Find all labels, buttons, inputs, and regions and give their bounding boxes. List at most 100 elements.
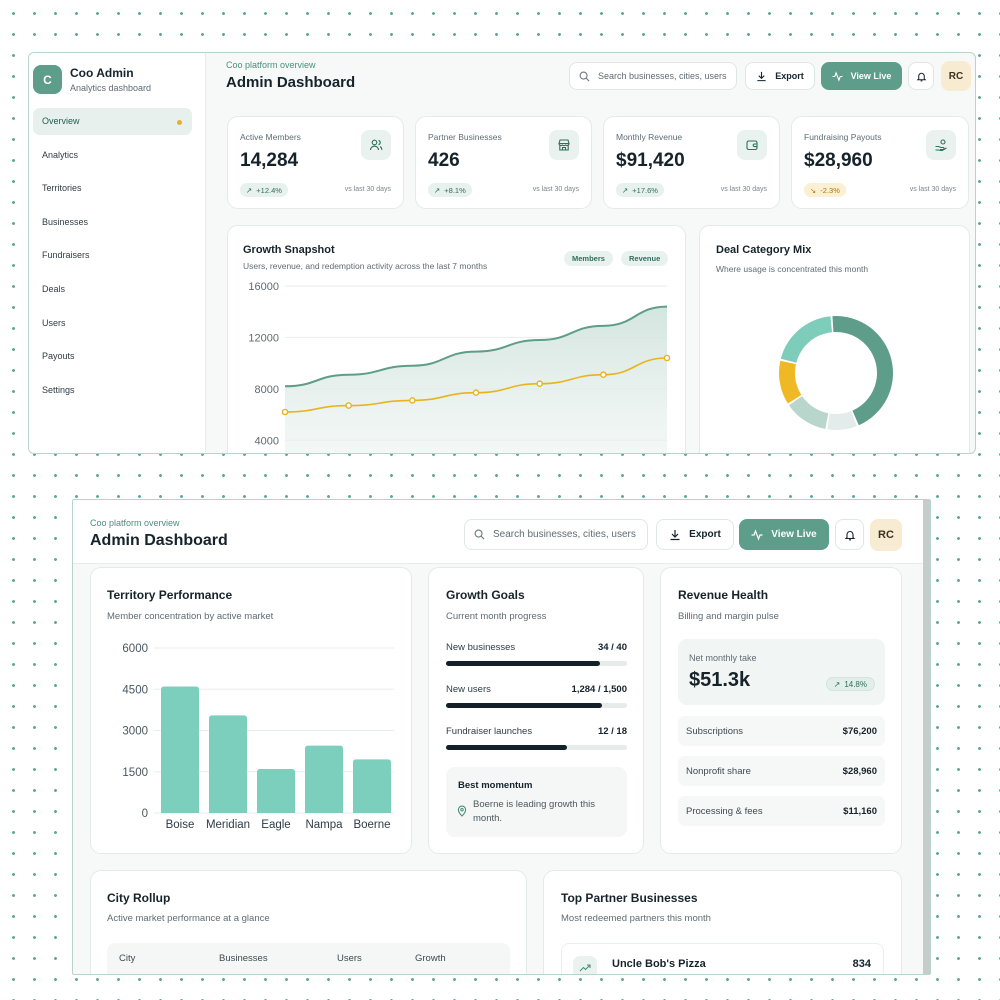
sidebar-item-territories[interactable]: Territories bbox=[33, 175, 192, 202]
view-live-button[interactable]: View Live bbox=[821, 62, 902, 90]
goal-label: New businesses bbox=[446, 642, 516, 653]
sidebar-item-businesses[interactable]: Businesses bbox=[33, 209, 192, 236]
arrow-up-right-icon: ↗ bbox=[246, 185, 253, 195]
kpi-value: $91,420 bbox=[616, 150, 685, 171]
kpi-delta-badge: ↗ +8.1% bbox=[428, 183, 472, 197]
kpi-delta-badge: ↘ -2.3% bbox=[804, 183, 846, 197]
revenue-row-subscriptions: Subscriptions $76,200 bbox=[678, 716, 885, 746]
goal-label: New users bbox=[446, 684, 491, 695]
goal-progress-fill bbox=[446, 703, 602, 708]
revenue-row-value: $11,160 bbox=[843, 805, 877, 817]
sidebar-item-label: Settings bbox=[42, 384, 75, 395]
goal-fundraiser-launches: Fundraiser launches 12 / 18 bbox=[446, 726, 627, 750]
notifications-button[interactable] bbox=[835, 519, 864, 550]
y-tick-label: 4000 bbox=[255, 435, 279, 447]
revenue-point bbox=[472, 389, 480, 397]
partner-row[interactable]: Uncle Bob's Pizza 834 bbox=[561, 943, 884, 974]
net-delta-badge: ↗ 14.8% bbox=[825, 677, 875, 691]
kpi-value: 14,284 bbox=[240, 150, 299, 171]
page-title: Admin Dashboard bbox=[90, 532, 228, 549]
sidebar-item-settings[interactable]: Settings bbox=[33, 377, 192, 404]
wallet-icon bbox=[737, 130, 767, 160]
revenue-row-value: $28,960 bbox=[842, 765, 877, 777]
bell-icon bbox=[916, 72, 926, 81]
avatar[interactable]: RC bbox=[941, 61, 971, 91]
sidebar-item-analytics[interactable]: Analytics bbox=[33, 142, 192, 169]
members-line bbox=[284, 305, 668, 388]
sidebar-item-overview[interactable]: Overview bbox=[33, 108, 192, 135]
sidebar-item-label: Fundraisers bbox=[42, 250, 90, 261]
sidebar-item-label: Deals bbox=[42, 283, 66, 294]
column-header-users[interactable]: Users bbox=[337, 953, 362, 964]
sidebar-item-fundraisers[interactable]: Fundraisers bbox=[33, 242, 192, 269]
x-tick-label: Meridian bbox=[206, 819, 250, 831]
y-tick-label: 16000 bbox=[248, 281, 279, 293]
search-icon bbox=[474, 529, 485, 540]
brand: C Coo Admin Analytics dashboard bbox=[29, 53, 205, 101]
activity-icon bbox=[751, 528, 763, 541]
export-button[interactable]: Export bbox=[745, 62, 815, 90]
partner-name: Uncle Bob's Pizza bbox=[612, 958, 706, 970]
sidebar-item-users[interactable]: Users bbox=[33, 310, 192, 337]
bell-icon bbox=[844, 530, 855, 540]
y-tick-label: 1500 bbox=[122, 767, 148, 779]
sidebar-item-label: Users bbox=[42, 317, 66, 328]
donut-slice bbox=[827, 411, 857, 430]
revenue-row-label: Nonprofit share bbox=[686, 765, 751, 777]
page-kicker: Coo platform overview bbox=[90, 518, 180, 528]
card-title: City Rollup bbox=[107, 891, 171, 905]
x-tick-label: Nampa bbox=[305, 819, 343, 831]
goal-progress-bar bbox=[446, 661, 627, 666]
kpi-label: Monthly Revenue bbox=[616, 132, 683, 142]
revenue-point bbox=[281, 408, 289, 416]
bar bbox=[209, 715, 247, 813]
goal-progress-fill bbox=[446, 745, 568, 750]
column-header-city[interactable]: City bbox=[119, 953, 136, 964]
y-tick-label: 0 bbox=[142, 808, 148, 820]
download-icon bbox=[670, 529, 680, 540]
kpi-label: Fundraising Payouts bbox=[804, 132, 882, 142]
users-icon bbox=[361, 130, 391, 160]
sidebar-item-label: Payouts bbox=[42, 351, 75, 362]
deal-category-mix-card: Deal Category Mix Where usage is concent… bbox=[699, 225, 970, 453]
column-header-businesses[interactable]: Businesses bbox=[219, 953, 268, 964]
kpi-delta-badge: ↗ +17.6% bbox=[616, 183, 664, 197]
view-live-button[interactable]: View Live bbox=[739, 519, 829, 550]
legend-chip-members[interactable]: Members bbox=[564, 251, 613, 266]
card-title: Top Partner Businesses bbox=[561, 891, 698, 905]
store-icon bbox=[549, 130, 579, 160]
kpi-delta: -2.3% bbox=[820, 185, 840, 195]
avatar[interactable]: RC bbox=[870, 519, 902, 551]
goal-progress-bar bbox=[446, 745, 627, 750]
legend-chip-revenue[interactable]: Revenue bbox=[621, 251, 669, 266]
card-title: Territory Performance bbox=[107, 588, 233, 602]
export-button[interactable]: Export bbox=[656, 519, 734, 550]
card-subtitle: Active market performance at a glance bbox=[107, 913, 270, 924]
search-input[interactable]: Search businesses, cities, users bbox=[569, 62, 737, 90]
city-table-header: City Businesses Users Growth bbox=[107, 943, 510, 974]
kpi-label: Active Members bbox=[240, 132, 301, 142]
notifications-button[interactable] bbox=[908, 62, 934, 90]
sidebar-item-payouts[interactable]: Payouts bbox=[33, 343, 192, 370]
revenue-point bbox=[409, 397, 416, 404]
donut-slice bbox=[788, 396, 829, 429]
kpi-card-fundraising-payouts: Fundraising Payouts $28,960 ↘ -2.3% vs la… bbox=[791, 116, 969, 209]
sidebar-item-label: Territories bbox=[42, 183, 82, 194]
y-tick-label: 12000 bbox=[248, 332, 279, 344]
sidebar-item-label: Analytics bbox=[42, 149, 79, 160]
card-title: Growth Snapshot bbox=[243, 244, 335, 256]
kpi-delta: +8.1% bbox=[444, 185, 466, 195]
card-subtitle: Most redeemed partners this month bbox=[561, 913, 711, 924]
export-label: Export bbox=[689, 529, 721, 540]
sidebar-item-deals[interactable]: Deals bbox=[33, 276, 192, 303]
x-tick-label: Boerne bbox=[353, 819, 390, 831]
kpi-delta-badge: ↗ +12.4% bbox=[240, 183, 288, 197]
donut-slice bbox=[779, 360, 802, 404]
top-partner-businesses-card: Top Partner Businesses Most redeemed par… bbox=[543, 870, 902, 974]
search-input[interactable]: Search businesses, cities, users bbox=[464, 519, 648, 550]
kpi-delta: +17.6% bbox=[632, 185, 658, 195]
search-placeholder: Search businesses, cities, users bbox=[598, 71, 727, 81]
goal-new-users: New users 1,284 / 1,500 bbox=[446, 684, 627, 708]
x-tick-label: Eagle bbox=[261, 819, 290, 831]
column-header-growth[interactable]: Growth bbox=[415, 953, 446, 964]
